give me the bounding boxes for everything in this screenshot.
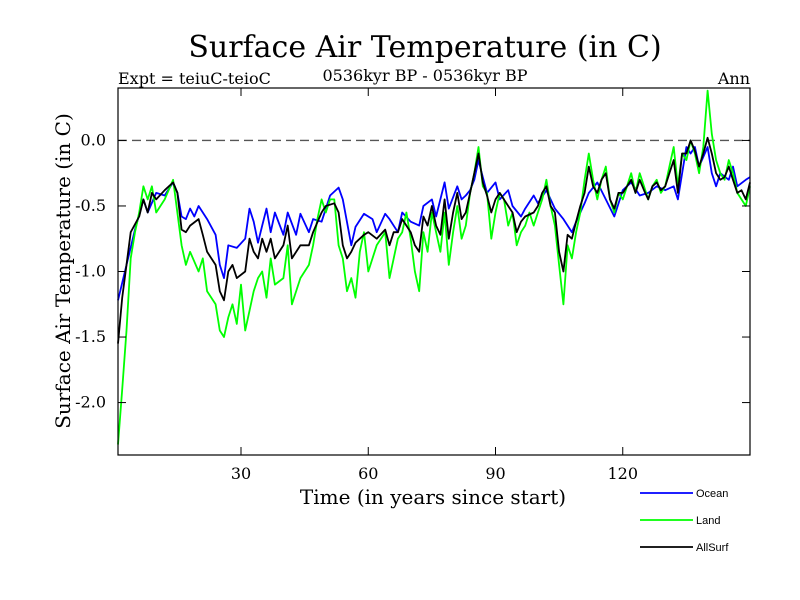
plot-area: 30 60 90 120 -2.0 -1.5 -1.0 -0.5 0.0 [75,87,751,483]
x-tick-label: 30 [231,464,251,483]
experiment-note: Expt = teiuC-teioC [118,69,271,88]
x-tick-label: 120 [607,464,638,483]
series-line-allsurf [117,136,751,344]
legend: Ocean Land AllSurf [640,488,729,554]
chart-subtitle: 0536kyr BP - 0536kyr BP [323,66,528,85]
season-note: Ann [717,69,750,88]
y-tick-label: -2.0 [75,393,106,412]
legend-label-land: Land [696,515,720,527]
x-tick-label: 90 [485,464,505,483]
y-tick-label: -0.5 [75,196,106,215]
legend-label-allsurf: AllSurf [696,542,729,554]
y-tick-label: 0.0 [81,130,106,149]
y-tick-label: -1.5 [75,327,106,346]
plot-frame [117,87,751,456]
y-tick-label: -1.0 [75,262,106,281]
chart-title: Surface Air Temperature (in C) [188,30,661,65]
x-axis-label: Time (in years since start) [300,485,566,509]
x-tick-label: 60 [358,464,378,483]
legend-label-ocean: Ocean [696,488,728,500]
series-line-land [117,89,751,445]
y-axis-label: Surface Air Temperature (in C) [51,113,75,429]
